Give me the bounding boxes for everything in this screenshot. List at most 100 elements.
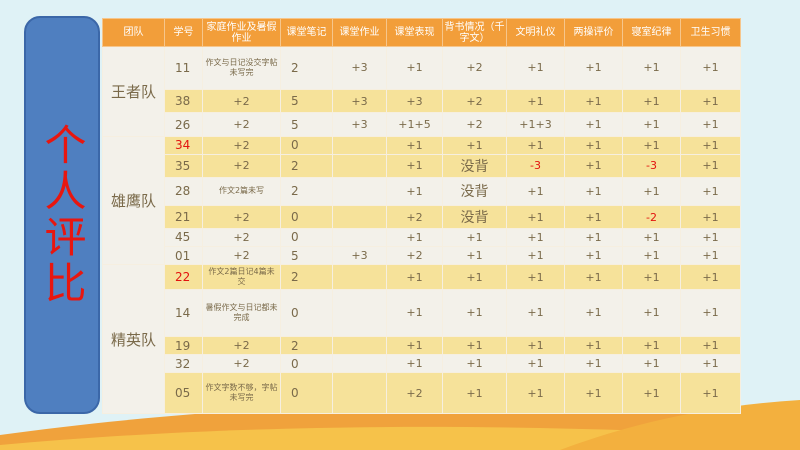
score-cell: +1 — [564, 176, 623, 207]
score-cell: +1 — [680, 372, 741, 414]
score-cell: 5 — [280, 246, 333, 266]
team-name-cell: 雄鹰队 — [102, 135, 165, 266]
score-cell: -3 — [622, 154, 681, 178]
score-cell: +1 — [622, 135, 681, 156]
score-cell — [332, 372, 387, 414]
score-cell: +2 — [202, 135, 281, 156]
score-cell: +1 — [442, 354, 507, 374]
student-id-cell: 11 — [164, 46, 203, 90]
score-cell: +1 — [680, 264, 741, 290]
score-cell: +1 — [564, 264, 623, 290]
score-cell: +1 — [386, 335, 443, 356]
score-cell: 0 — [280, 288, 333, 337]
student-id-cell: 35 — [164, 154, 203, 178]
score-cell — [332, 135, 387, 156]
score-cell: +1 — [680, 246, 741, 266]
score-cell: +1 — [442, 227, 507, 248]
score-cell: 没背 — [442, 205, 507, 229]
score-cell: 0 — [280, 372, 333, 414]
score-cell: +1 — [564, 46, 623, 90]
header-cell: 背书情况（千字文） — [442, 18, 507, 47]
score-cell: +1 — [622, 264, 681, 290]
score-cell: +1 — [506, 135, 565, 156]
score-cell: +1 — [442, 372, 507, 414]
score-cell: +1 — [680, 354, 741, 374]
score-cell: +1 — [564, 135, 623, 156]
score-cell: 5 — [280, 112, 333, 137]
header-cell: 卫生习惯 — [680, 18, 741, 47]
table-row: 21 +2 0 +2 没背 +1 +1 -2 +1 — [103, 205, 741, 229]
score-cell: +1 — [506, 176, 565, 207]
score-cell: 作文与日记没交字帖未写完 — [202, 46, 281, 90]
table-row: 雄鹰队 34 +2 0 +1 +1 +1 +1 +1 +1 — [102, 135, 741, 266]
score-cell: +1+5 — [386, 112, 443, 137]
score-cell: +1 — [622, 288, 681, 337]
score-cell: +2 — [202, 154, 281, 178]
score-cell: +1 — [442, 288, 507, 337]
score-cell: +1 — [564, 246, 623, 266]
score-cell: +1+3 — [506, 112, 565, 137]
score-cell: +1 — [680, 88, 741, 114]
score-cell: 作文2篇日记4篇未交 — [202, 264, 281, 290]
score-cell: +2 — [202, 335, 281, 356]
header-cell: 文明礼仪 — [506, 18, 565, 47]
score-cell: +1 — [506, 46, 565, 90]
table-row: 45 +2 0 +1 +1 +1 +1 +1 +1 — [103, 227, 741, 248]
student-id-cell: 45 — [164, 227, 203, 248]
table-row: 35 +2 2 +1 没背 -3 +1 -3 +1 — [103, 154, 741, 178]
score-cell: 0 — [280, 354, 333, 374]
score-cell: +1 — [564, 372, 623, 414]
score-cell: +2 — [442, 88, 507, 114]
score-cell: +1 — [622, 227, 681, 248]
table-row: 01 +2 5 +3 +2 +1 +1 +1 +1 +1 — [103, 246, 741, 266]
score-cell — [332, 288, 387, 337]
student-id-cell: 38 — [164, 88, 203, 114]
header-cell: 家庭作业及暑假作业 — [202, 18, 281, 47]
score-cell: +1 — [506, 246, 565, 266]
header-cell: 寝室纪律 — [622, 18, 681, 47]
score-cell — [332, 264, 387, 290]
score-cell: +3 — [386, 88, 443, 114]
score-cell: +1 — [622, 46, 681, 90]
score-cell: 0 — [280, 205, 333, 229]
table-row: 28 作文2篇未写 2 +1 没背 +1 +1 +1 +1 — [103, 176, 741, 207]
score-cell: +1 — [564, 288, 623, 337]
score-cell: +1 — [680, 205, 741, 229]
score-cell: 2 — [280, 264, 333, 290]
score-cell: +2 — [386, 246, 443, 266]
header-cell: 课堂表现 — [386, 18, 443, 47]
score-cell: +1 — [680, 135, 741, 156]
score-cell: +1 — [442, 246, 507, 266]
score-cell: +1 — [564, 112, 623, 137]
score-cell: +1 — [680, 335, 741, 356]
student-id-cell: 28 — [164, 176, 203, 207]
score-cell: +1 — [442, 264, 507, 290]
score-cell: +1 — [386, 288, 443, 337]
student-id-cell: 19 — [164, 335, 203, 356]
score-cell: +1 — [564, 354, 623, 374]
score-cell: +1 — [680, 288, 741, 337]
table-row: 王者队 11 作文与日记没交字帖未写完 2 +3 +1 +2 +1 +1 +1 +1 — [102, 46, 741, 137]
table-row: 38 +2 5 +3 +3 +2 +1 +1 +1 +1 — [103, 88, 741, 114]
score-cell: 作文2篇未写 — [202, 176, 281, 207]
score-cell: +2 — [442, 112, 507, 137]
score-cell: +1 — [442, 135, 507, 156]
score-cell: +2 — [202, 227, 281, 248]
score-cell — [332, 205, 387, 229]
score-cell: +2 — [202, 88, 281, 114]
evaluation-table: 团队 学号 家庭作业及暑假作业 课堂笔记 课堂作业 课堂表现 背书情况（千字文）… — [102, 18, 741, 414]
score-cell: 暑假作文与日记都未完成 — [202, 288, 281, 337]
team-name-cell: 精英队 — [102, 264, 165, 414]
score-cell: 2 — [280, 176, 333, 207]
score-cell: +1 — [680, 154, 741, 178]
header-row: 团队 学号 家庭作业及暑假作业 课堂笔记 课堂作业 课堂表现 背书情况（千字文）… — [102, 18, 741, 47]
score-cell: +1 — [564, 335, 623, 356]
side-title-panel: 个人评比 — [24, 16, 100, 414]
student-id-cell: 21 — [164, 205, 203, 229]
score-cell: +2 — [202, 354, 281, 374]
score-cell: +1 — [564, 205, 623, 229]
student-id-cell: 32 — [164, 354, 203, 374]
table-row: 05 作文字数不够，字帖未写完 0 +2 +1 +1 +1 +1 +1 — [103, 372, 741, 414]
score-cell: +3 — [332, 88, 387, 114]
score-cell: 5 — [280, 88, 333, 114]
